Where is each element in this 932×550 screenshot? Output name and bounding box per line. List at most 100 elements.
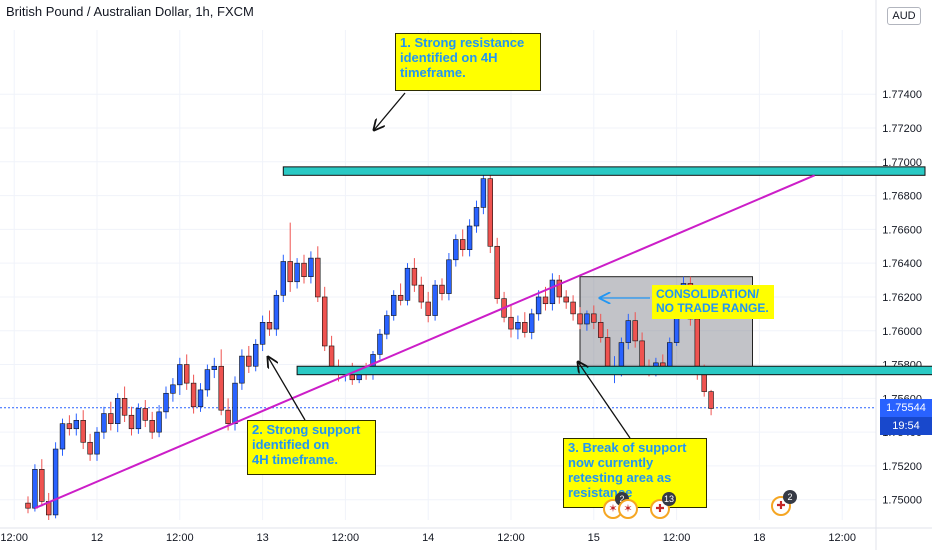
candle-body [87,441,93,455]
candle-body [466,225,473,250]
candle-body [446,259,452,294]
candle-body [515,322,521,330]
candle-body [80,420,86,443]
support-zone[interactable] [296,365,932,376]
candle-body [397,294,404,301]
candle-body [218,365,224,411]
y-tick-label: 1.77000 [882,157,922,169]
australia-flag-icon[interactable]: ✶ [618,499,638,519]
candle-body [694,318,701,374]
candle-body [246,355,252,367]
candle-body [432,284,438,316]
consolidation-note[interactable]: CONSOLIDATION/ NO TRADE RANGE. [652,285,774,319]
x-tick-label: 13 [256,532,268,544]
y-tick-label: 1.76200 [882,292,922,304]
candle-body [135,408,142,430]
candle-body [494,245,500,299]
candle-body [632,320,638,342]
candle-body [577,313,583,325]
candle-body [273,294,280,330]
candle-body [197,389,204,408]
candle-body [32,469,38,509]
candle-body [142,408,148,421]
last-price-tag: 1.75544 [880,398,932,417]
resistance-arrow [374,92,406,130]
x-tick-label: 12 [91,532,103,544]
candle-body [321,296,328,347]
candle-body [225,409,231,424]
candle-body [52,448,59,516]
candle-body [591,313,597,323]
candle-body [556,279,563,298]
candle-body [204,369,211,391]
candle-body [480,178,487,208]
x-tick-label: 12:00 [497,532,525,544]
candle-body [625,320,632,343]
candle-body [259,322,266,345]
support-arrow [268,357,306,421]
candle-body [418,284,424,303]
candle-body [287,261,293,283]
candle-body [522,322,528,333]
y-tick-label: 1.76400 [882,258,922,270]
support-note[interactable]: 2. Strong support identified on 4H timef… [247,420,376,475]
candle-body [163,392,169,413]
break-arrow [578,362,631,439]
y-tick-label: 1.77200 [882,123,922,135]
candle-body [73,420,80,430]
candle-body [570,301,576,315]
break-note[interactable]: 3. Break of support now currently retest… [563,438,707,508]
candle-body [190,382,197,408]
candle-body [315,257,321,298]
candle-body [25,502,31,509]
candle-body [39,469,45,502]
candle-body [128,414,135,430]
candle-body [253,343,259,367]
candle-body [232,382,238,424]
trendline[interactable] [34,174,815,510]
candle-body [121,398,128,416]
y-tick-label: 1.77400 [882,89,922,101]
x-tick-label: 12:00 [166,532,194,544]
y-tick-label: 1.75000 [882,495,922,507]
candle-body [508,316,514,330]
chart-title: British Pound / Australian Dollar, 1h, F… [6,4,254,19]
candle-body [266,322,273,330]
candle-body [377,333,383,355]
candle-body [701,372,707,392]
candle-body [101,413,107,433]
candle-body [666,342,673,370]
y-tick-label: 1.75200 [882,461,922,473]
candle-body [597,322,604,338]
candle-body [94,431,100,455]
candle-body [425,301,431,316]
event-count-badge: 13 [662,492,676,506]
candle-body [549,279,556,305]
candle-body [439,284,445,294]
candle-body [542,296,549,305]
resistance-note[interactable]: 1. Strong resistance identified on 4H ti… [395,33,541,91]
candle-body [411,267,418,286]
candle-body [528,313,535,333]
x-tick-label: 18 [753,532,765,544]
currency-badge[interactable]: AUD [887,7,921,25]
x-tick-label: 15 [588,532,600,544]
candle-body [473,207,480,227]
countdown-tag: 19:54 [880,416,932,435]
candle-body [115,398,121,424]
resistance-zone[interactable] [282,166,926,176]
y-tick-label: 1.76800 [882,191,922,203]
x-tick-label: 14 [422,532,434,544]
x-tick-label: 12:00 [663,532,691,544]
candle-body [149,420,155,433]
x-tick-label: 12:00 [0,532,28,544]
candle-body [535,296,542,315]
candle-body [453,239,459,261]
candle-body [301,262,307,277]
candle-body [211,365,217,370]
candle-body [618,342,625,367]
candle-body [639,340,645,369]
candle-body [184,364,190,384]
candle-body [170,384,176,394]
